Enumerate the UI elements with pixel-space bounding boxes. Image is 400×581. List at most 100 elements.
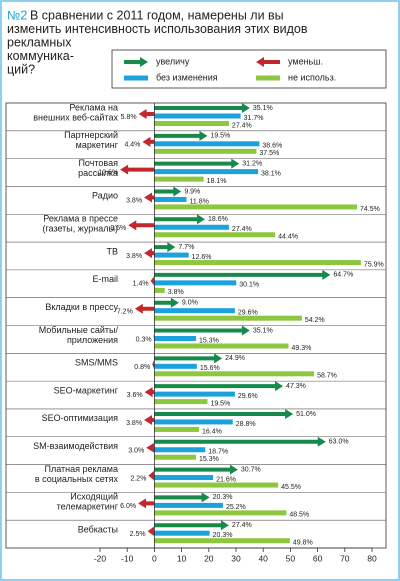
title-line: коммуника- [7,49,74,63]
arrow [154,492,210,503]
bar [154,148,257,154]
legend-label: уменьш. [288,56,323,66]
value-label: 75.9% [364,261,384,268]
value-label: 3.6% [127,392,143,399]
arrow [134,303,155,314]
bar [154,287,165,293]
value-label: 4.4% [124,142,140,149]
value-label: 5.8% [121,114,137,121]
bar [154,141,260,147]
bar [154,454,197,460]
bar [154,502,223,508]
x-tick-label: 70 [340,553,350,563]
legend-swatch [124,75,148,81]
value-label: 74.5% [360,206,380,213]
arrow [154,186,182,197]
value-label: 2.2% [130,475,146,482]
arrow [154,436,326,447]
value-label: 27.4% [232,226,252,233]
arrow [154,353,223,364]
arrow [150,275,155,286]
arrow [146,442,155,453]
x-tick-label: 10 [177,553,187,563]
x-tick-label: 50 [286,553,296,563]
bar [154,510,287,516]
bar [154,224,229,230]
bar [154,176,204,182]
arrow [154,408,294,419]
arrow [154,103,250,113]
category-label: в социальных сетях [35,474,119,484]
value-label: 18.1% [207,178,227,185]
bar [154,343,289,349]
arrow [142,136,155,147]
value-label: 3.8% [126,253,142,260]
bar [154,371,315,377]
value-label: 64.7% [333,272,353,279]
value-label: 44.4% [278,234,298,241]
value-label: 30.7% [241,466,261,473]
value-label: 20.3% [213,532,233,539]
value-label: 58.7% [317,373,337,380]
value-label: 15.3% [199,456,219,463]
value-label: 12.6% [192,254,212,261]
category-label: E-mail [92,274,118,284]
bar [154,391,235,397]
arrow [138,498,155,509]
bar [154,538,290,544]
category-label: Исходящий [70,492,118,502]
value-label: 7.2% [117,309,133,316]
bar [154,475,214,481]
arrow [154,520,229,531]
arrow [154,325,250,336]
value-label: 19.5% [210,400,230,407]
bar [154,530,210,536]
category-label: SM-взаимодействия [33,441,118,451]
value-label: 35.1% [253,327,273,334]
bar [154,280,237,286]
category-label: Реклама на [69,102,118,112]
value-label: 15.3% [199,337,219,344]
value-label: 47.3% [286,383,306,390]
value-label: 9.0% [182,300,198,307]
arrow [147,526,155,537]
x-tick-label: -10 [121,553,134,563]
arrow [152,359,155,370]
bar [154,419,233,425]
value-label: 18.7% [208,449,228,456]
title-line: ций? [7,62,35,76]
x-tick-label: 60 [313,553,323,563]
category-label: SEO-маркетинг [54,385,119,395]
category-label: Почтовая [78,158,118,168]
bar [154,308,235,314]
value-label: 0.8% [134,364,150,371]
bar [154,482,279,488]
value-label: 45.5% [281,484,301,491]
category-label: Вкладки в прессу [45,302,118,312]
value-label: 27.4% [232,122,252,129]
value-label: 12.6% [98,169,118,176]
value-label: 38.6% [262,143,282,150]
value-label: 3.8% [168,289,184,296]
category-label: внешних веб-сайтах [33,112,118,122]
x-tick-label: 30 [231,553,241,563]
category-label: (газеты, журналы) [42,224,118,234]
category-label: Реклама в прессе [43,214,118,224]
value-label: 29.6% [238,310,258,317]
value-label: 37.5% [259,150,279,157]
value-label: 9.9% [184,188,200,195]
bar [154,447,206,453]
legend-label: без изменения [156,72,218,82]
arrow [128,220,155,231]
bar [154,426,200,432]
arrow [120,164,155,175]
value-label: 49.8% [293,540,313,547]
legend-box [111,49,387,89]
x-tick-label: 80 [367,553,377,563]
arrow [144,387,155,398]
category-label: Мобильные сайты/ [39,325,119,335]
value-label: 3.8% [126,197,142,204]
arrow [154,269,331,280]
value-label: 11.8% [189,198,208,205]
